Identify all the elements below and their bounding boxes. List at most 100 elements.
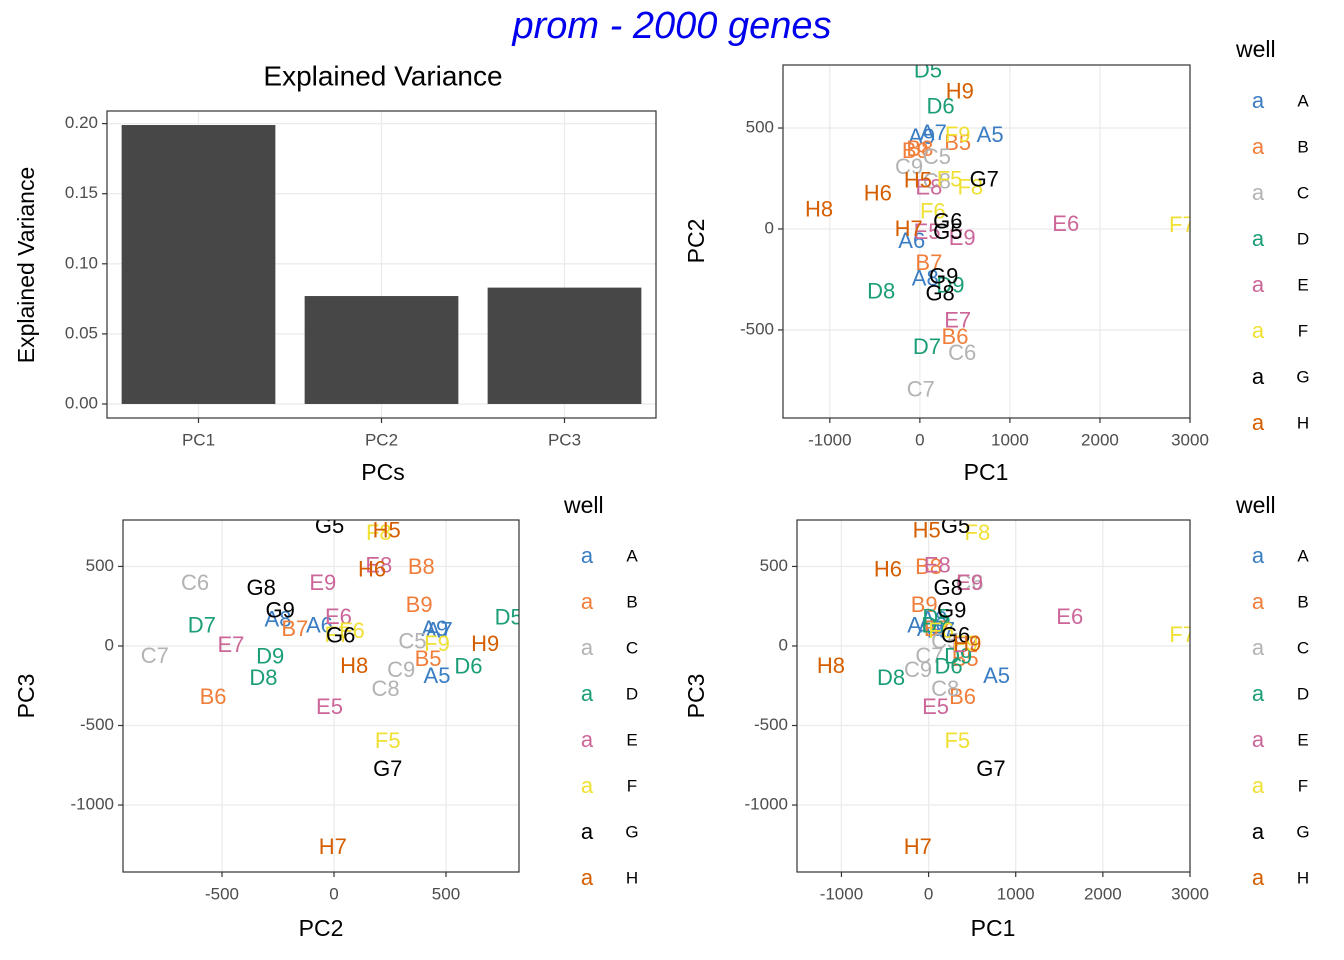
point-label: B6 [942,324,969,349]
legend-label: F [1298,321,1308,340]
point-label: C6 [948,340,976,365]
legend-key: a [1252,543,1265,568]
point-label: E8 [924,553,951,578]
legend-label: D [626,684,638,703]
point-label: B8 [906,136,933,161]
y-tick-label: 0.05 [65,323,98,342]
legend-label: C [626,638,638,657]
y-tick-label: 500 [86,556,114,575]
panel-border [782,64,1191,419]
legend-label: H [626,868,638,887]
y-axis-title: Explained Variance [13,167,39,363]
point-label: D9 [944,644,972,669]
point-label: A7 [426,617,453,642]
legend-key: a [1252,226,1265,251]
y-tick-label: 0 [765,218,774,237]
point-label: D7 [188,613,216,638]
point-label: B9 [406,592,433,617]
point-label: E7 [952,632,979,657]
point-label: H6 [874,557,902,582]
point-label: F6 [920,199,946,224]
point-label: D5 [922,605,950,630]
y-tick-label: 0 [779,635,788,654]
point-label: D5 [914,57,942,82]
legend-label: G [1296,367,1309,386]
panel-group: -500 0 500 -1000 0 1000 2000 3000 PC1 PC2 A5 A6 A7 A8… [683,36,1310,485]
point-label: A8 [920,606,947,631]
bar [487,287,642,404]
point-label: A6 [898,228,925,253]
point-label: F9 [952,631,978,656]
point-label: A5 [983,663,1010,688]
point-label: C5 [398,629,426,654]
point-label: H6 [358,557,386,582]
point-label: B8 [408,554,435,579]
point-label: C7 [907,376,935,401]
point-label: C7 [915,643,943,668]
legend-key: a [1252,773,1265,798]
point-label: G5 [315,513,344,538]
point-label: C9 [895,154,923,179]
point-label: C8 [923,168,951,193]
point-label: D5 [495,605,523,630]
point-label: C5 [923,144,951,169]
x-tick-label: 0 [924,884,933,903]
point-label: H9 [471,631,499,656]
point-label: D9 [936,272,964,297]
legend-label: A [626,546,638,565]
y-tick-label: -1000 [71,795,114,814]
point-label: B6 [200,684,227,709]
legend-key: a [1252,819,1265,844]
point-label: A7 [920,120,947,145]
point-label: E8 [365,553,392,578]
panel-background [797,520,1190,872]
legend-key: a [1252,88,1265,113]
legend-key: a [581,773,594,798]
point-label: B5 [952,646,979,671]
y-tick-label: -500 [754,715,788,734]
x-tick-label: -500 [205,884,239,903]
legend-key: a [581,589,594,614]
point-label: G7 [373,756,402,781]
bar [304,296,459,404]
point-label: B8 [915,554,942,579]
legend-title: well [1235,492,1276,518]
panel-background [123,520,519,872]
y-axis-title: PC3 [13,674,39,719]
legend-label: B [626,592,637,611]
point-label: G5 [933,219,962,244]
y-tick-label: -1000 [745,795,788,814]
point-label: A5 [977,122,1004,147]
point-label: E8 [915,174,942,199]
x-tick-label: 1000 [997,884,1035,903]
y-tick-label: 0.10 [65,253,98,272]
x-tick-label: 3000 [1171,430,1209,449]
point-label: B9 [911,592,938,617]
point-label: G7 [976,756,1005,781]
point-label: H5 [904,167,932,192]
x-tick-label: 3000 [1171,884,1209,903]
point-label: E6 [325,604,352,629]
point-label: D9 [256,644,284,669]
legend-label: E [626,730,637,749]
legend-key: a [1252,865,1265,890]
point-label: G9 [266,598,295,623]
point-label: G9 [929,263,958,288]
legend-key: a [1252,134,1265,159]
point-label: D7 [913,334,941,359]
point-label: F6 [928,618,954,643]
point-label: F8 [965,520,991,545]
point-label: B7 [915,250,942,275]
x-axis-title: PC1 [971,915,1016,941]
y-axis-title: PC2 [683,219,709,264]
y-tick-label: -500 [740,319,774,338]
legend-key: a [581,543,594,568]
point-label: A7 [928,617,955,642]
point-label: H5 [373,518,401,543]
x-tick-label: 2000 [1084,884,1122,903]
point-label: C9 [904,657,932,682]
point-label: A5 [424,663,451,688]
